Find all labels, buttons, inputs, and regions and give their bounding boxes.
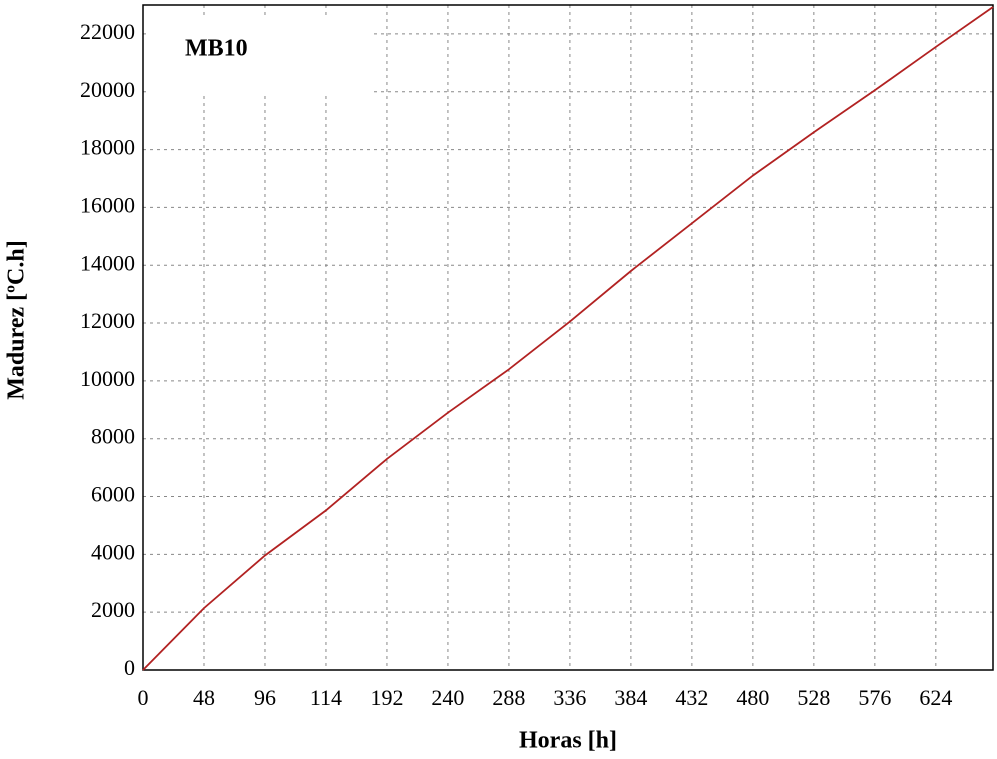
y-tick-label: 22000 <box>80 19 135 44</box>
legend-text: MB10 <box>185 36 248 62</box>
y-tick-label: 8000 <box>91 424 135 449</box>
x-tick-label: 288 <box>492 685 525 710</box>
x-tick-label: 192 <box>370 685 403 710</box>
y-tick-label: 6000 <box>91 482 135 507</box>
y-tick-label: 20000 <box>80 77 135 102</box>
y-tick-label: 4000 <box>91 539 135 564</box>
y-tick-label: 10000 <box>80 366 135 391</box>
x-tick-label: 240 <box>431 685 464 710</box>
y-tick-label: 2000 <box>91 597 135 622</box>
x-tick-label: 624 <box>919 685 952 710</box>
x-tick-label: 480 <box>736 685 769 710</box>
line <box>142 6 994 671</box>
y-tick-label: 0 <box>124 655 135 680</box>
y-axis-title: Madurez [ºC.h] <box>4 240 30 399</box>
x-tick-label: 336 <box>553 685 586 710</box>
x-axis-title: Horas [h] <box>519 728 617 754</box>
y-tick-label: 14000 <box>80 250 135 275</box>
x-tick-label: 96 <box>254 685 276 710</box>
x-tick-label: 384 <box>614 685 647 710</box>
y-tick-label: 12000 <box>80 308 135 333</box>
legend-box <box>147 15 372 95</box>
plot-frame <box>142 4 994 671</box>
x-tick-label: 432 <box>675 685 708 710</box>
x-tick-label: 48 <box>193 685 215 710</box>
x-tick-label: 576 <box>858 685 891 710</box>
y-tick-label: 18000 <box>80 135 135 160</box>
y-tick-label: 16000 <box>80 192 135 217</box>
x-tick-label: 0 <box>138 685 149 710</box>
x-tick-label: 114 <box>310 685 342 710</box>
x-tick-label: 528 <box>797 685 830 710</box>
